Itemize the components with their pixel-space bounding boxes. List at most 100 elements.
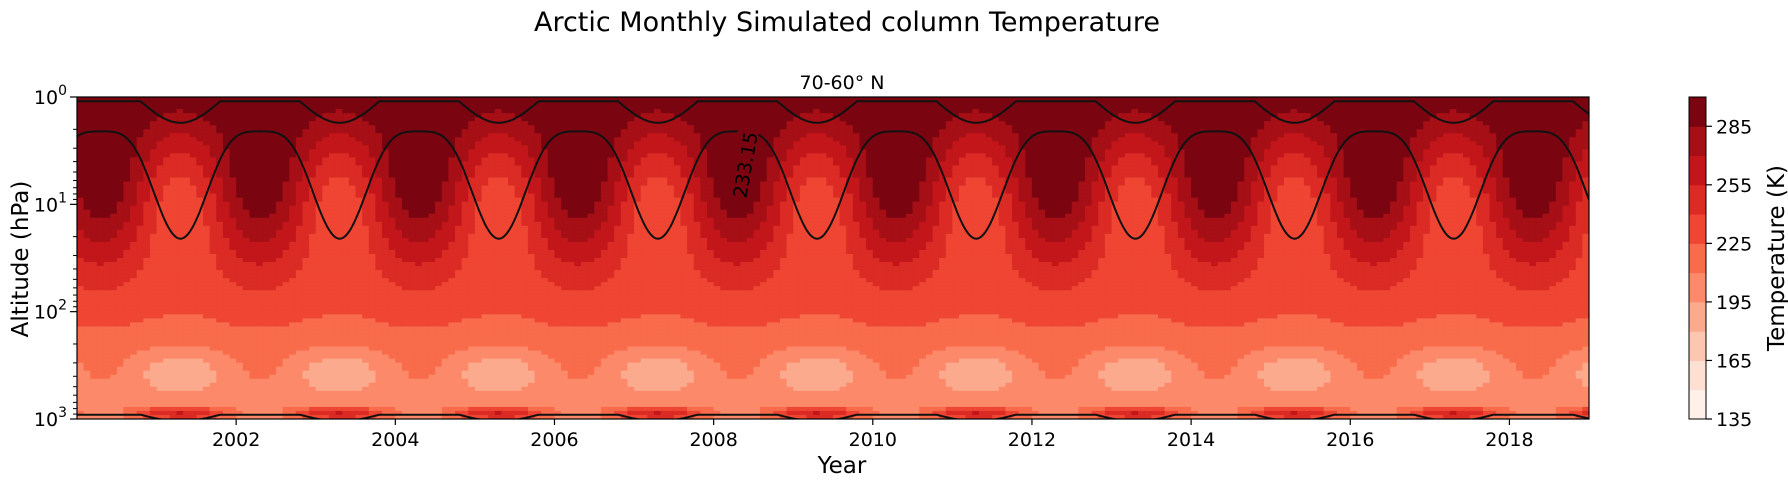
heatmap-cell — [859, 181, 867, 187]
heatmap-cell — [640, 137, 648, 142]
heatmap-cell — [382, 177, 390, 183]
heatmap-cell — [627, 177, 635, 183]
heatmap-cell — [1482, 149, 1491, 154]
heatmap-cell — [116, 141, 125, 146]
heatmap-cell — [130, 153, 138, 158]
heatmap-cell — [1211, 121, 1219, 126]
heatmap-cell — [1018, 161, 1026, 167]
heatmap-cell — [567, 149, 575, 154]
heatmap-cell — [382, 153, 390, 158]
heatmap-cell — [1502, 153, 1511, 158]
heatmap-cell — [985, 169, 993, 175]
heatmap-cell — [1529, 113, 1537, 118]
heatmap-cell — [819, 169, 827, 175]
heatmap-cell — [707, 105, 715, 110]
heatmap-cell — [1429, 157, 1438, 163]
heatmap-cell — [196, 169, 204, 175]
heatmap-cell — [839, 137, 847, 142]
heatmap-cell — [441, 141, 449, 146]
heatmap-cell — [806, 169, 814, 175]
heatmap-cell — [249, 157, 257, 163]
heatmap-cell — [1012, 105, 1020, 110]
heatmap-cell — [1005, 133, 1013, 138]
heatmap-cell — [415, 97, 423, 102]
heatmap-cell — [1443, 105, 1451, 110]
heatmap-cell — [534, 105, 542, 110]
heatmap-cell — [395, 177, 403, 183]
heatmap-cell — [1429, 149, 1438, 154]
heatmap-cell — [647, 165, 655, 171]
heatmap-cell — [1283, 101, 1292, 106]
heatmap-cell — [746, 181, 755, 187]
heatmap-cell — [514, 105, 522, 110]
heatmap-cell — [594, 137, 602, 142]
heatmap-cell — [362, 105, 370, 110]
heatmap-cell — [786, 177, 794, 183]
heatmap-cell — [1045, 97, 1053, 102]
heatmap-cell — [945, 141, 953, 146]
heatmap-cell — [136, 109, 144, 114]
heatmap-cell — [581, 157, 589, 163]
heatmap-cell — [156, 129, 164, 134]
heatmap-cell — [720, 137, 728, 142]
heatmap-cell — [196, 101, 204, 106]
heatmap-cell — [474, 129, 483, 134]
heatmap-cell — [295, 161, 304, 167]
heatmap-cell — [985, 109, 993, 114]
heatmap-cell — [607, 97, 615, 102]
heatmap-cell — [693, 149, 701, 154]
heatmap-cell — [448, 161, 456, 167]
heatmap-cell — [965, 153, 973, 158]
heatmap-cell — [435, 165, 443, 171]
heatmap-cell — [335, 109, 343, 114]
heatmap-cell — [925, 141, 934, 146]
heatmap-cell — [355, 105, 363, 110]
heatmap-cell — [196, 97, 204, 102]
heatmap-cell — [1423, 105, 1431, 110]
heatmap-cell — [647, 105, 655, 110]
heatmap-cell — [1104, 125, 1113, 130]
heatmap-cell — [985, 137, 993, 142]
heatmap-cell — [1118, 97, 1126, 102]
heatmap-cell — [295, 165, 304, 171]
heatmap-cell — [289, 149, 297, 154]
heatmap-cell — [289, 101, 297, 106]
heatmap-cell — [1390, 161, 1398, 167]
heatmap-cell — [143, 165, 151, 171]
heatmap-cell — [1449, 109, 1457, 114]
heatmap-cell — [375, 145, 383, 150]
heatmap-cell — [216, 117, 224, 122]
heatmap-cell — [965, 165, 973, 171]
heatmap-cell — [773, 169, 781, 175]
heatmap-cell — [1423, 101, 1431, 106]
heatmap-cell — [481, 153, 489, 158]
heatmap-cell — [653, 117, 662, 122]
heatmap-cell — [554, 137, 562, 142]
heatmap-cell — [1509, 129, 1517, 134]
heatmap-cell — [1058, 177, 1066, 183]
heatmap-cell — [355, 169, 363, 175]
heatmap-cell — [1071, 117, 1079, 122]
heatmap-cell — [932, 113, 940, 118]
heatmap-cell — [1516, 173, 1524, 179]
heatmap-cell — [574, 177, 582, 183]
heatmap-cell — [1403, 117, 1411, 122]
heatmap-cell — [1496, 161, 1504, 167]
heatmap-cell — [1496, 117, 1504, 122]
heatmap-cell — [481, 141, 489, 146]
heatmap-cell — [315, 141, 323, 146]
heatmap-cell — [773, 109, 781, 114]
heatmap-cell — [760, 145, 768, 150]
heatmap-cell — [362, 101, 370, 106]
heatmap-cell — [1542, 165, 1550, 171]
heatmap-cell — [508, 125, 516, 130]
heatmap-cell — [1038, 169, 1046, 175]
heatmap-cell — [746, 153, 755, 158]
heatmap-cell — [289, 105, 297, 110]
heatmap-cell — [1058, 149, 1066, 154]
heatmap-cell — [547, 157, 556, 163]
heatmap-cell — [1516, 117, 1524, 122]
heatmap-cell — [746, 141, 755, 146]
heatmap-cell — [275, 145, 284, 150]
heatmap-cell — [1283, 129, 1292, 134]
